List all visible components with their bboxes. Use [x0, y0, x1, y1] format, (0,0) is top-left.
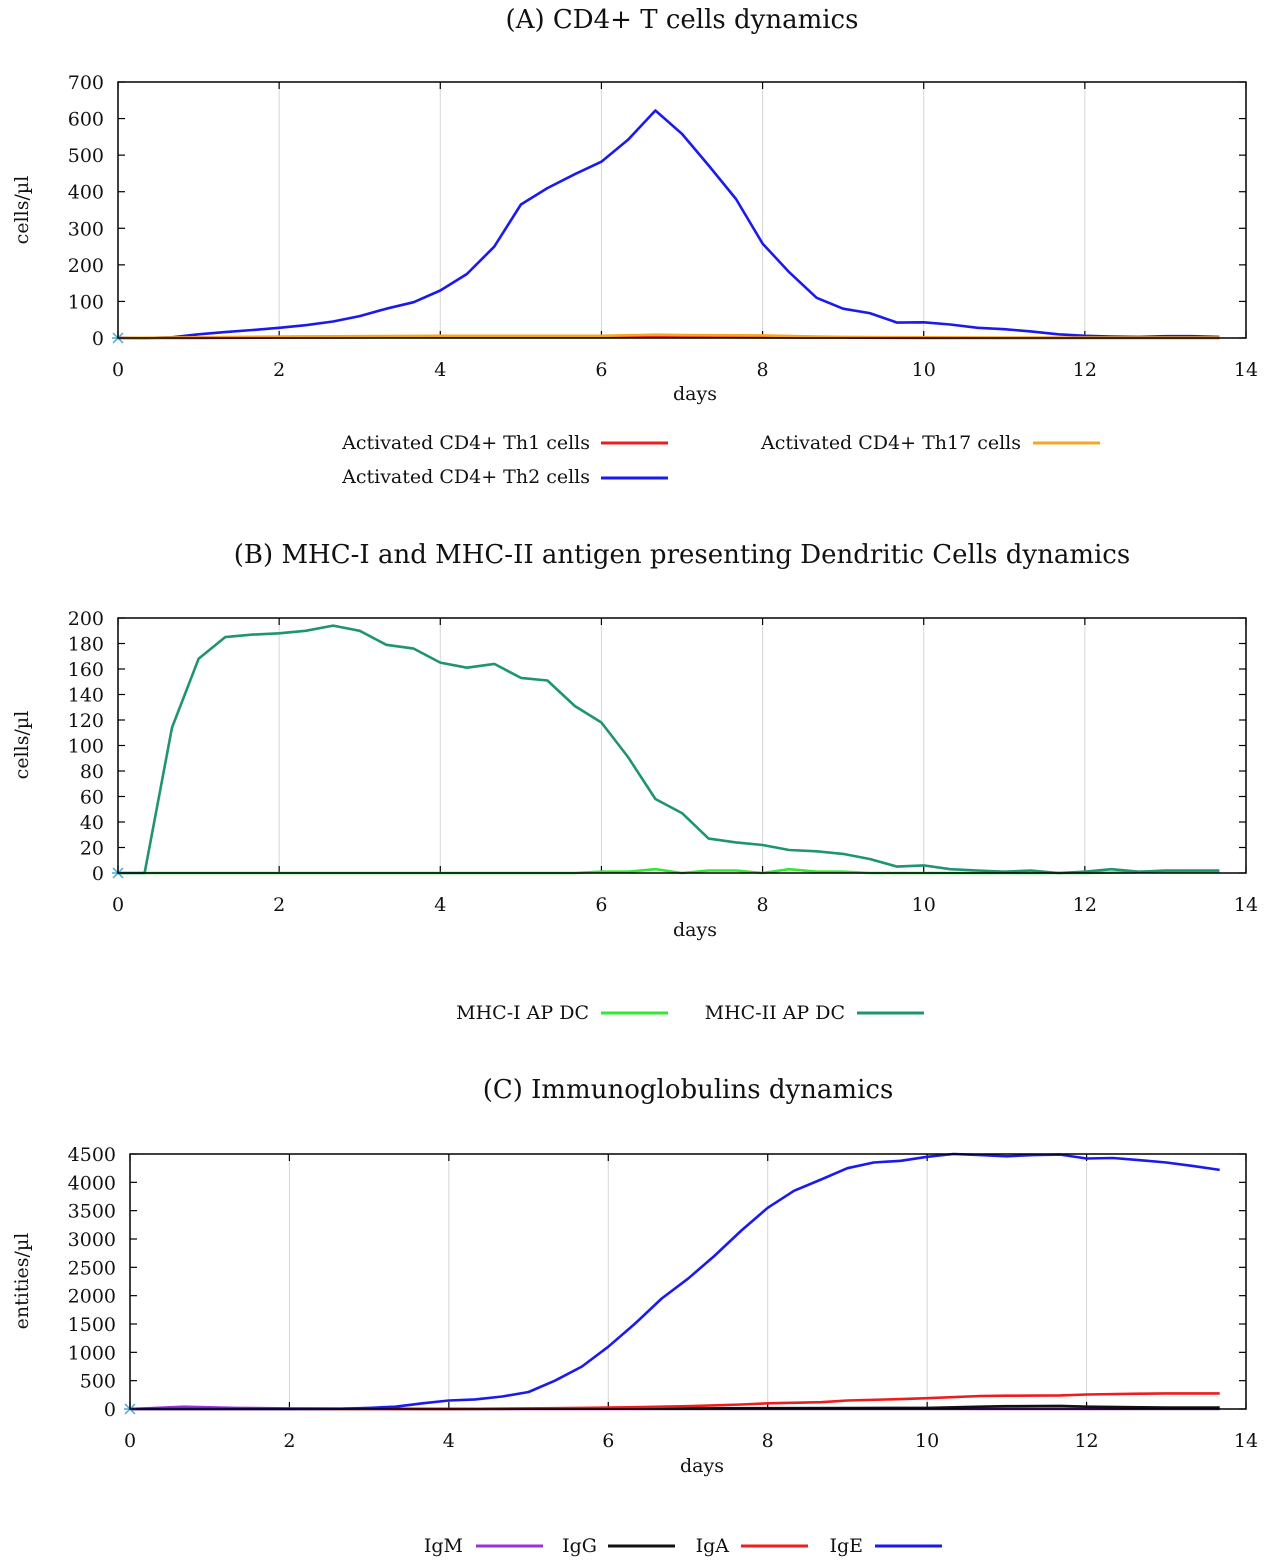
y-axis-label: entities/µl	[11, 1233, 33, 1330]
x-tick-label: 14	[1234, 359, 1258, 381]
y-tick-label: 4500	[68, 1144, 116, 1166]
x-tick-label: 10	[915, 1430, 939, 1452]
chart-panel-b: (B) MHC-I and MHC-II antigen presenting …	[11, 540, 1258, 1024]
plot-frame	[117, 81, 1247, 339]
x-tick-label: 0	[124, 1430, 136, 1452]
y-tick-label: 120	[68, 710, 104, 732]
x-tick-label: 2	[273, 359, 285, 381]
y-tick-label: 0	[92, 328, 104, 350]
x-tick-label: 0	[112, 359, 124, 381]
legend-label-th2: Activated CD4+ Th2 cells	[341, 466, 590, 488]
y-tick-label: 140	[68, 685, 104, 707]
x-tick-label: 12	[1073, 359, 1097, 381]
x-tick-label: 4	[443, 1430, 455, 1452]
y-tick-label: 160	[68, 659, 104, 681]
y-tick-label: 80	[80, 761, 104, 783]
y-tick-label: 40	[80, 812, 104, 834]
y-tick-label: 0	[104, 1399, 116, 1421]
chart-panel-a: (A) CD4+ T cells dynamics cells/µl days …	[11, 5, 1258, 488]
series-line-activated-cd4-th2-cells	[118, 109, 1220, 340]
x-tick-label: 12	[1073, 894, 1097, 916]
y-tick-label: 20	[80, 838, 104, 860]
y-tick-label: 400	[68, 182, 104, 204]
y-axis-label: cells/µl	[11, 711, 33, 780]
x-tick-label: 6	[595, 359, 607, 381]
x-tick-label: 6	[595, 894, 607, 916]
x-tick-label: 6	[602, 1430, 614, 1452]
plot-frame	[129, 1153, 1247, 1410]
y-tick-label: 60	[80, 787, 104, 809]
y-tick-label: 100	[68, 291, 104, 313]
x-tick-label: 4	[434, 894, 446, 916]
x-tick-label: 2	[283, 1430, 295, 1452]
y-tick-label: 500	[80, 1371, 116, 1393]
x-tick-label: 14	[1234, 1430, 1258, 1452]
legend: MHC-I AP DC MHC-II AP DC	[456, 1002, 924, 1024]
y-tick-label: 300	[68, 218, 104, 240]
chart-title: (B) MHC-I and MHC-II antigen presenting …	[234, 540, 1130, 570]
x-tick-label: 14	[1234, 894, 1258, 916]
x-tick-label: 8	[757, 894, 769, 916]
y-tick-label: 600	[68, 109, 104, 131]
legend-label-th17: Activated CD4+ Th17 cells	[760, 432, 1021, 454]
y-tick-label: 1500	[68, 1314, 116, 1336]
x-tick-label: 10	[912, 359, 936, 381]
y-tick-label: 1000	[68, 1342, 116, 1364]
legend-label-igm: IgM	[424, 1535, 463, 1557]
legend-label-igg: IgG	[562, 1535, 597, 1557]
y-tick-label: 100	[68, 736, 104, 758]
chart-title: (C) Immunoglobulins dynamics	[483, 1075, 894, 1105]
y-tick-label: 3000	[68, 1229, 116, 1251]
y-tick-label: 500	[68, 145, 104, 167]
series-line-ige	[130, 1152, 1220, 1411]
chart-title: (A) CD4+ T cells dynamics	[506, 5, 859, 35]
x-axis-label: days	[673, 383, 717, 405]
x-tick-label: 10	[912, 894, 936, 916]
legend-label-mhc2: MHC-II AP DC	[705, 1002, 845, 1024]
legend: IgM IgG IgA IgE	[424, 1535, 942, 1557]
x-tick-label: 8	[757, 359, 769, 381]
legend-label-th1: Activated CD4+ Th1 cells	[341, 432, 590, 454]
x-tick-label: 8	[762, 1430, 774, 1452]
y-tick-label: 4000	[68, 1172, 116, 1194]
legend-label-mhc1: MHC-I AP DC	[456, 1002, 589, 1024]
legend-label-iga: IgA	[696, 1535, 730, 1557]
y-tick-label: 180	[68, 634, 104, 656]
x-axis-label: days	[673, 919, 717, 941]
y-tick-label: 200	[68, 255, 104, 277]
y-tick-label: 700	[68, 72, 104, 94]
x-tick-label: 12	[1074, 1430, 1098, 1452]
legend: Activated CD4+ Th1 cells Activated CD4+ …	[341, 432, 1100, 488]
x-tick-label: 2	[273, 894, 285, 916]
y-tick-label: 200	[68, 608, 104, 630]
y-tick-label: 2500	[68, 1257, 116, 1279]
x-tick-label: 0	[112, 894, 124, 916]
y-tick-label: 3500	[68, 1201, 116, 1223]
y-tick-label: 0	[92, 863, 104, 885]
series-line-mhc-ii-ap-dc	[118, 624, 1220, 875]
x-tick-label: 4	[434, 359, 446, 381]
chart-panel-c: (C) Immunoglobulins dynamics entities/µl…	[11, 1075, 1258, 1557]
y-tick-label: 2000	[68, 1286, 116, 1308]
legend-label-ige: IgE	[829, 1535, 863, 1557]
y-axis-label: cells/µl	[11, 176, 33, 245]
plot-frame	[117, 617, 1247, 874]
x-axis-label: days	[680, 1455, 724, 1477]
